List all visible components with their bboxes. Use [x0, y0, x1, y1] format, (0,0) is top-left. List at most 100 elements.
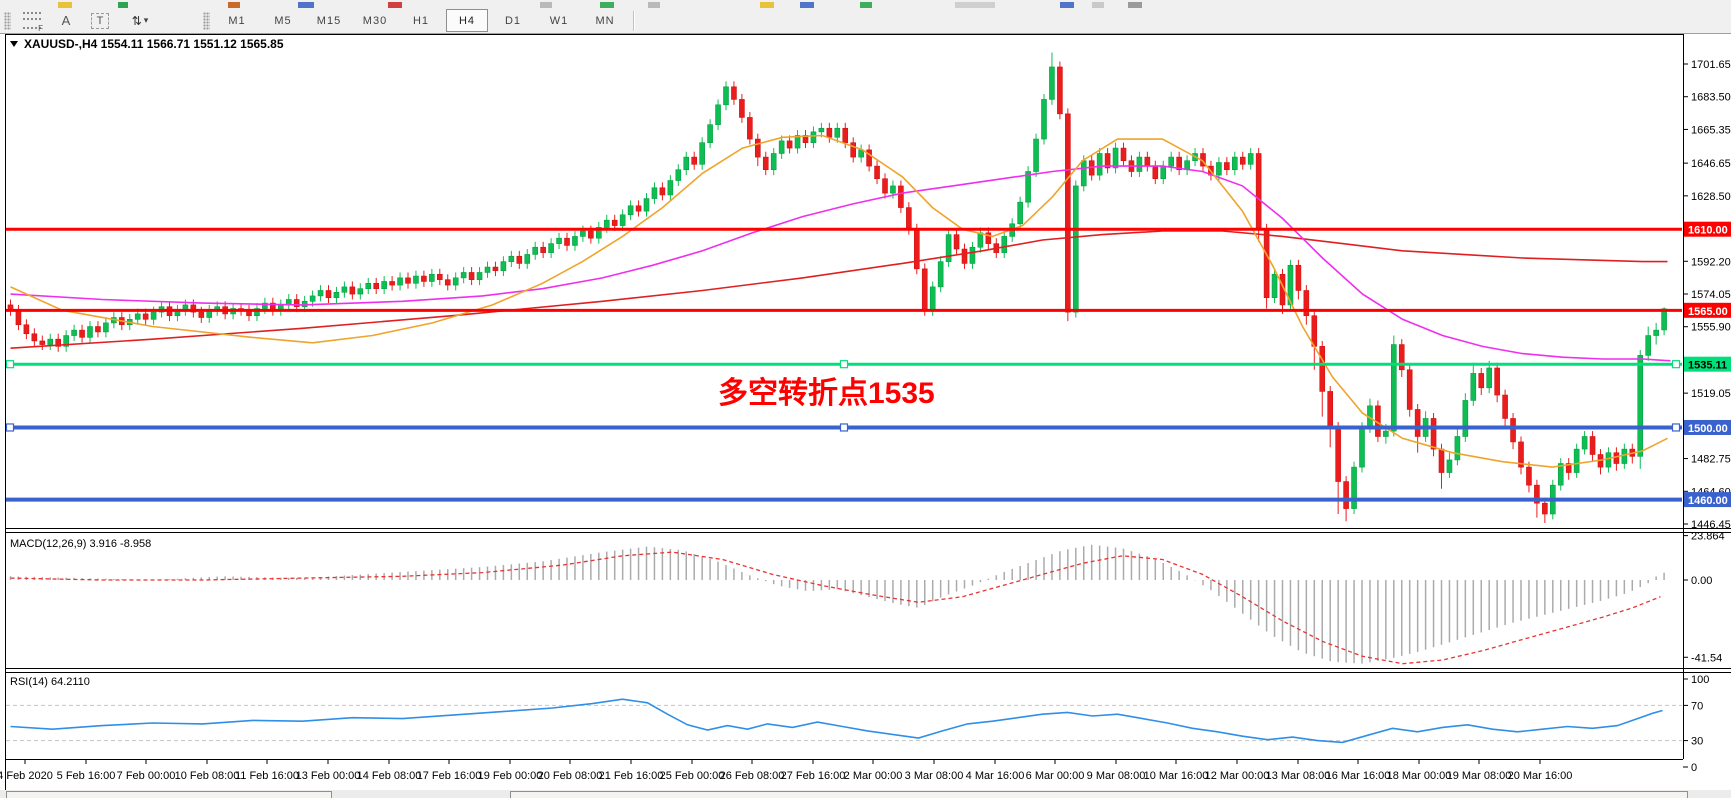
candle [1486, 367, 1492, 389]
candle [945, 234, 952, 262]
price-badge [1684, 221, 1731, 237]
timeframe-button-m30[interactable]: M30 [362, 14, 388, 27]
timeframe-button-mn[interactable]: MN [595, 14, 615, 27]
candle [1120, 147, 1127, 162]
candle [1017, 201, 1023, 225]
clipped-icon[interactable] [118, 2, 128, 8]
candle [588, 230, 594, 239]
text-tool-button[interactable]: T [83, 9, 117, 32]
clipped-icon[interactable] [800, 2, 814, 8]
clipped-icon[interactable] [1060, 2, 1074, 8]
candle [341, 286, 348, 293]
clipped-icon[interactable] [1128, 2, 1142, 8]
hline-1500-handle[interactable] [839, 423, 849, 432]
macd-axis-label: 0.00 [1691, 575, 1712, 587]
time-label: 14 Feb 08:00 [357, 770, 422, 782]
arrows-tool-button[interactable]: ⇅ ▾ [117, 9, 163, 32]
clipped-icon[interactable] [228, 2, 240, 8]
clipped-icon[interactable] [1092, 2, 1104, 8]
clipped-icon[interactable] [955, 2, 995, 8]
time-label: 13 Feb 00:00 [296, 770, 361, 782]
candle [1462, 400, 1469, 437]
time-label: 5 Feb 16:00 [57, 770, 116, 782]
candle [254, 308, 260, 317]
clipped-icon[interactable] [760, 2, 774, 8]
timeframe-group-grip[interactable] [203, 11, 210, 30]
clipped-icon[interactable] [388, 2, 402, 8]
candle [739, 99, 745, 118]
candle [1287, 264, 1294, 306]
candle [309, 295, 316, 302]
candle [1502, 394, 1508, 419]
candle [405, 277, 411, 284]
candle [667, 180, 674, 196]
clipped-icon[interactable] [600, 2, 614, 8]
timeframe-button-h1[interactable]: H1 [412, 14, 430, 27]
candle [349, 286, 356, 295]
symbol-dropdown-icon[interactable] [10, 41, 18, 47]
docked-panel-tab[interactable] [510, 791, 1688, 798]
clipped-icon[interactable] [540, 2, 552, 8]
toolbar-grip[interactable] [4, 11, 11, 30]
hline-1535-handle[interactable] [6, 360, 15, 369]
candle [1303, 290, 1310, 317]
candle [1661, 308, 1667, 331]
time-label: 7 Feb 00:00 [117, 770, 176, 782]
hline-1500-handle[interactable] [6, 423, 15, 432]
timeframe-button-m1[interactable]: M1 [228, 14, 246, 27]
time-label: 27 Feb 16:00 [781, 770, 846, 782]
hline-1500-handle[interactable] [1671, 423, 1681, 432]
candle [1232, 156, 1238, 171]
hline-1535-handle[interactable] [1671, 360, 1681, 369]
rsi-axis-label: 30 [1691, 736, 1703, 748]
candle [1239, 156, 1246, 165]
candle [1565, 463, 1572, 473]
candle [468, 272, 475, 280]
text-label-tool-button[interactable]: A [49, 9, 83, 32]
candle [619, 214, 626, 226]
price-label: 1628.50 [1691, 191, 1731, 203]
timeframe-button-m15[interactable]: M15 [316, 14, 342, 27]
candle [1653, 329, 1659, 336]
timeframe-button-d1[interactable]: D1 [504, 14, 522, 27]
candle [1049, 66, 1055, 100]
text-icon: T [91, 12, 109, 29]
candle [1589, 436, 1596, 455]
price-label: 1701.65 [1691, 59, 1731, 71]
candle [651, 187, 658, 199]
candle [1319, 346, 1326, 392]
macd-label: MACD(12,26,9) 3.916 -8.958 [10, 538, 151, 550]
price-label: 1574.05 [1691, 289, 1731, 301]
ma-red-line [10, 230, 1668, 349]
clipped-icon[interactable] [298, 2, 314, 8]
timeframe-button-m5[interactable]: M5 [274, 14, 292, 27]
timeframe-button-w1[interactable]: W1 [549, 14, 569, 27]
time-label: 21 Feb 16:00 [599, 770, 664, 782]
fibonacci-tool-button[interactable]: F [15, 9, 49, 33]
candle [1216, 162, 1222, 176]
candle [134, 313, 141, 320]
clipped-icon[interactable] [860, 2, 872, 8]
candle [1295, 264, 1302, 291]
candlesticks[interactable] [7, 52, 1667, 524]
candle [898, 185, 904, 208]
chart-title: XAUUSD-,H4 1554.11 1566.71 1551.12 1565.… [24, 37, 284, 51]
candle [731, 86, 737, 100]
candle [476, 272, 483, 280]
candle [150, 311, 157, 320]
timeframe-button-h4[interactable]: H4 [446, 9, 488, 32]
docked-panel-tab[interactable] [6, 791, 332, 798]
time-label: 9 Mar 08:00 [1087, 770, 1146, 782]
candle [1510, 418, 1516, 443]
candle [357, 288, 364, 295]
candle [95, 326, 101, 333]
candle [707, 124, 713, 143]
clipped-icon[interactable] [58, 2, 72, 8]
candle [1383, 430, 1389, 437]
price-label: 1446.45 [1691, 519, 1731, 531]
annotation-text[interactable]: 多空转折点1535 [718, 377, 935, 410]
candle [882, 178, 888, 194]
clipped-icon[interactable] [648, 2, 660, 8]
hline-1535-handle[interactable] [839, 360, 849, 369]
